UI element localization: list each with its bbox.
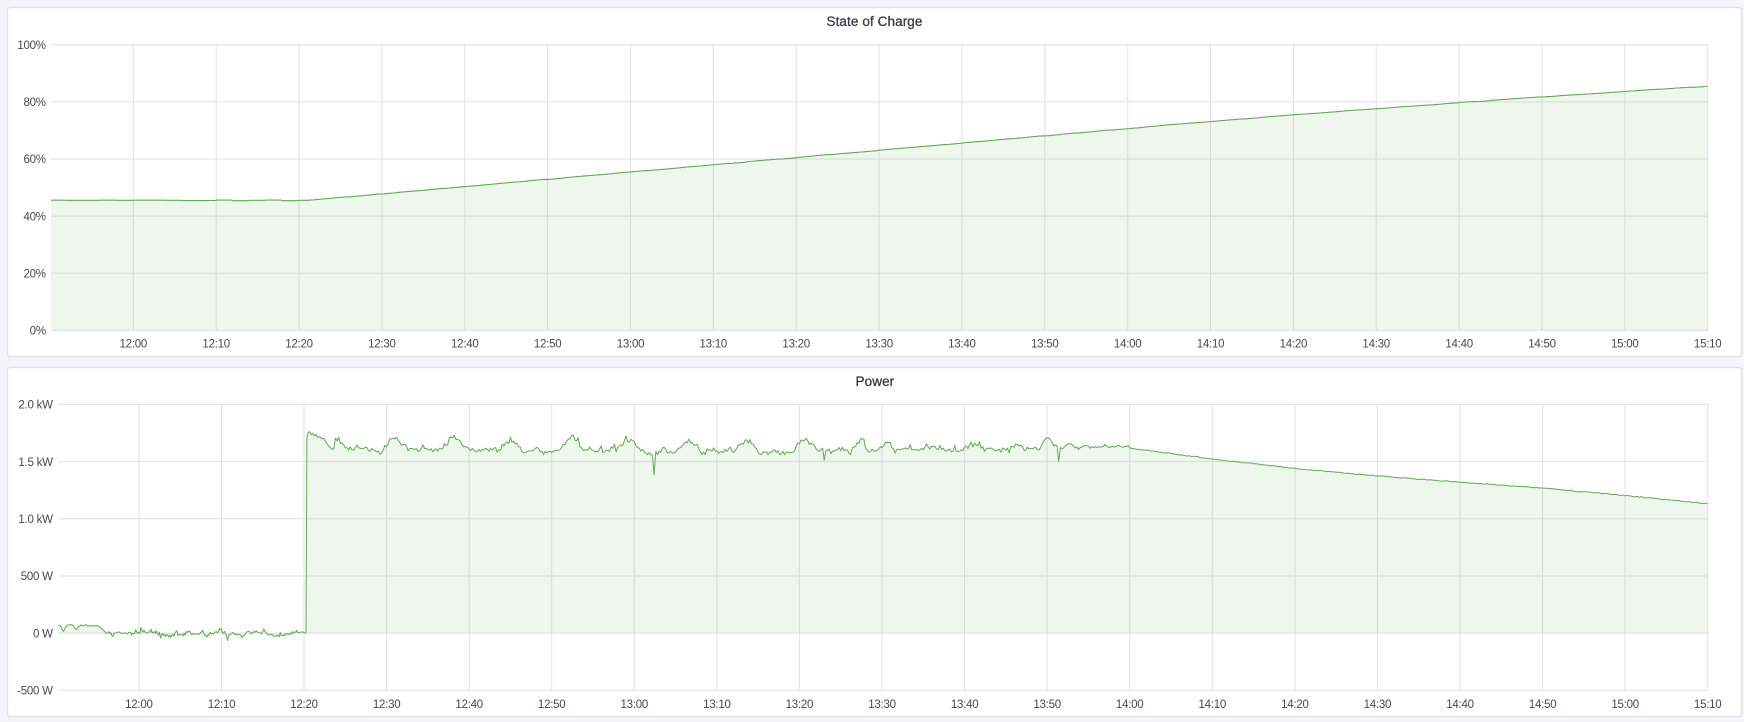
svg-text:13:30: 13:30 — [865, 339, 893, 351]
svg-text:14:20: 14:20 — [1280, 339, 1308, 351]
svg-text:14:50: 14:50 — [1528, 339, 1556, 351]
svg-text:14:30: 14:30 — [1362, 339, 1390, 351]
svg-text:0%: 0% — [30, 326, 46, 338]
svg-text:14:20: 14:20 — [1281, 699, 1309, 711]
svg-text:12:00: 12:00 — [125, 699, 153, 711]
svg-text:15:00: 15:00 — [1611, 699, 1639, 711]
svg-text:13:20: 13:20 — [782, 339, 810, 351]
svg-text:13:00: 13:00 — [621, 699, 649, 711]
svg-text:13:50: 13:50 — [1031, 339, 1059, 351]
svg-text:14:10: 14:10 — [1197, 339, 1225, 351]
svg-text:12:50: 12:50 — [534, 339, 562, 351]
svg-text:14:00: 14:00 — [1114, 339, 1142, 351]
svg-text:13:40: 13:40 — [951, 699, 979, 711]
svg-text:12:40: 12:40 — [451, 339, 479, 351]
svg-text:12:20: 12:20 — [285, 339, 313, 351]
svg-text:80%: 80% — [24, 97, 46, 109]
svg-text:14:30: 14:30 — [1364, 699, 1392, 711]
svg-text:13:10: 13:10 — [703, 699, 731, 711]
svg-text:60%: 60% — [24, 154, 46, 166]
svg-text:14:50: 14:50 — [1529, 699, 1557, 711]
svg-text:40%: 40% — [24, 211, 46, 223]
svg-text:13:50: 13:50 — [1033, 699, 1061, 711]
svg-text:14:40: 14:40 — [1446, 699, 1474, 711]
svg-text:Power: Power — [856, 374, 895, 389]
svg-text:14:00: 14:00 — [1116, 699, 1144, 711]
svg-text:14:40: 14:40 — [1445, 339, 1473, 351]
svg-text:13:40: 13:40 — [948, 339, 976, 351]
svg-text:12:20: 12:20 — [290, 699, 318, 711]
svg-text:13:20: 13:20 — [786, 699, 814, 711]
svg-text:15:00: 15:00 — [1611, 339, 1639, 351]
svg-text:0 W: 0 W — [33, 628, 53, 640]
svg-text:13:30: 13:30 — [868, 699, 896, 711]
svg-text:State of Charge: State of Charge — [826, 14, 922, 29]
svg-text:12:00: 12:00 — [120, 339, 148, 351]
svg-text:1.5 kW: 1.5 kW — [18, 457, 53, 469]
svg-text:12:50: 12:50 — [538, 699, 566, 711]
svg-text:-500 W: -500 W — [17, 686, 53, 698]
svg-text:15:10: 15:10 — [1694, 699, 1722, 711]
svg-text:12:40: 12:40 — [455, 699, 483, 711]
svg-text:100%: 100% — [17, 40, 45, 52]
svg-text:12:30: 12:30 — [373, 699, 401, 711]
svg-text:13:00: 13:00 — [617, 339, 645, 351]
svg-text:13:10: 13:10 — [700, 339, 728, 351]
svg-text:500 W: 500 W — [21, 571, 53, 583]
svg-text:12:10: 12:10 — [208, 699, 236, 711]
svg-text:12:30: 12:30 — [368, 339, 396, 351]
svg-text:2.0 kW: 2.0 kW — [18, 400, 53, 412]
svg-text:20%: 20% — [24, 269, 46, 281]
svg-text:1.0 kW: 1.0 kW — [18, 514, 53, 526]
svg-text:12:10: 12:10 — [202, 339, 230, 351]
svg-text:14:10: 14:10 — [1199, 699, 1227, 711]
svg-text:15:10: 15:10 — [1694, 339, 1722, 351]
